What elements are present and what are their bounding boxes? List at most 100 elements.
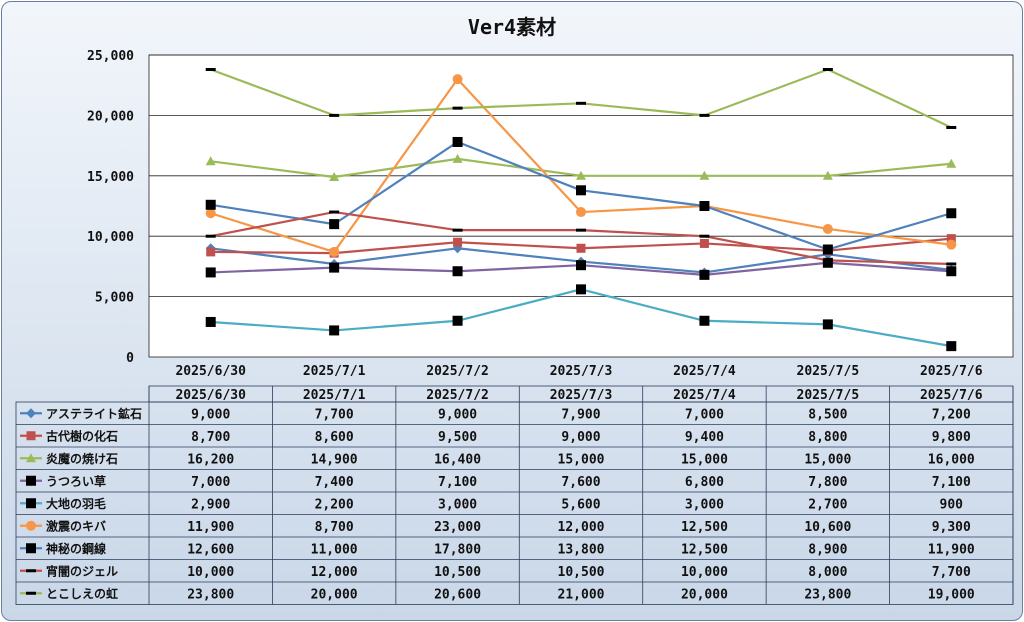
table-value-cell: 9,400: [685, 430, 724, 445]
table-value-cell: 7,700: [315, 407, 354, 422]
data-point: [576, 101, 586, 105]
table-value-cell: 23,800: [187, 587, 234, 602]
data-point: [26, 520, 36, 531]
data-point: [946, 262, 957, 266]
table-value-cell: 9,500: [438, 430, 477, 445]
table-value-cell: 20,000: [681, 587, 728, 602]
y-tick-label: 25,000: [87, 49, 134, 64]
data-point: [329, 113, 340, 117]
table-row-name: とこしえの虹: [46, 586, 118, 601]
table-value-cell: 2,200: [315, 497, 354, 512]
legend-key: [20, 408, 42, 419]
data-point: [822, 223, 833, 234]
series-group: [205, 136, 957, 255]
table-value-cell: 7,900: [561, 407, 600, 422]
table-value-cell: 7,100: [438, 475, 477, 490]
data-point: [329, 246, 340, 257]
data-point: [822, 319, 833, 330]
table-value-cell: 9,000: [191, 407, 230, 422]
table-value-cell: 7,200: [932, 407, 971, 422]
data-point: [329, 210, 340, 214]
data-point: [699, 113, 710, 117]
data-point: [576, 207, 586, 218]
x-tick-label: 2025/7/1: [303, 364, 366, 379]
data-point: [822, 170, 833, 180]
data-point: [576, 170, 586, 180]
y-tick-label: 0: [126, 351, 134, 366]
x-tick-label: 2025/7/5: [797, 364, 860, 379]
table-value-cell: 9,000: [561, 430, 600, 445]
table-value-cell: 12,000: [558, 520, 605, 535]
y-axis-ticks: 0 5,000 10,000 15,000 20,000 25,000: [87, 49, 134, 366]
data-point: [452, 266, 463, 277]
table-value-cell: 15,000: [558, 452, 605, 467]
table-value-cell: 7,700: [932, 565, 971, 580]
data-point: [576, 243, 586, 253]
data-point: [26, 591, 36, 595]
table-value-cell: 2,700: [808, 497, 847, 512]
data-point: [699, 234, 710, 238]
data-point: [946, 341, 957, 352]
legend-key: [20, 431, 42, 441]
data-point: [576, 228, 586, 232]
table-header-cell: 2025/7/4: [673, 388, 736, 403]
y-tick-label: 20,000: [87, 109, 134, 124]
table-row-name: 宵闇のジェル: [46, 563, 118, 578]
legend-key: [20, 453, 42, 463]
table-value-cell: 3,000: [438, 497, 477, 512]
data-point: [26, 498, 36, 509]
y-tick-label: 5,000: [95, 291, 134, 306]
table-row-name: 古代樹の化石: [46, 428, 118, 443]
data-point: [452, 228, 463, 232]
series-group: [205, 257, 957, 280]
data-point: [452, 153, 463, 163]
table-value-cell: 2,900: [191, 497, 230, 512]
table-header-cell: 2025/7/3: [550, 388, 613, 403]
table-row-name: 神秘の鋼線: [46, 541, 106, 556]
table-value-cell: 15,000: [804, 452, 851, 467]
table-border: [15, 401, 1014, 605]
legend-key: [20, 543, 42, 554]
table-value-cell: 10,500: [558, 565, 605, 580]
data-point: [26, 569, 36, 573]
data-point: [206, 247, 216, 257]
x-tick-label: 2025/7/2: [426, 364, 489, 379]
table-value-cell: 12,000: [311, 565, 358, 580]
table-value-cell: 7,800: [808, 475, 847, 490]
data-point: [576, 284, 586, 295]
data-point: [205, 156, 216, 166]
data-point: [699, 170, 710, 180]
data-point: [822, 258, 833, 262]
y-tick-label: 10,000: [87, 230, 134, 245]
table-value-cell: 12,600: [187, 542, 234, 557]
data-point: [329, 262, 340, 273]
plot-area: [148, 54, 1014, 358]
table-value-cell: 8,800: [808, 430, 847, 445]
data-point: [946, 208, 957, 219]
data-point: [946, 266, 957, 277]
table-row-name: 激震のキバ: [46, 518, 106, 533]
table-row-name: 大地の羽毛: [46, 496, 106, 511]
table-value-cell: 7,000: [685, 407, 724, 422]
data-point: [329, 219, 340, 230]
legend-key: [20, 498, 42, 509]
table-header-cell: 2025/7/5: [797, 388, 860, 403]
x-tick-label: 2025/6/30: [175, 364, 246, 379]
table-header-cell: 2025/7/1: [303, 388, 366, 403]
data-point: [452, 315, 463, 326]
legend-key: [20, 520, 42, 531]
table-value-cell: 900: [940, 497, 964, 512]
data-point: [946, 125, 957, 129]
data-point: [822, 67, 833, 71]
x-tick-label: 2025/7/3: [550, 364, 613, 379]
table-value-cell: 11,000: [311, 542, 358, 557]
x-tick-label: 2025/7/4: [673, 364, 736, 379]
table-value-cell: 16,000: [928, 452, 975, 467]
legend-key: [20, 475, 42, 486]
series-group: [205, 67, 957, 129]
table-row-name: うつろい草: [46, 473, 106, 488]
data-point: [26, 453, 36, 463]
table-value-cell: 8,000: [808, 565, 847, 580]
data-point: [699, 201, 710, 211]
